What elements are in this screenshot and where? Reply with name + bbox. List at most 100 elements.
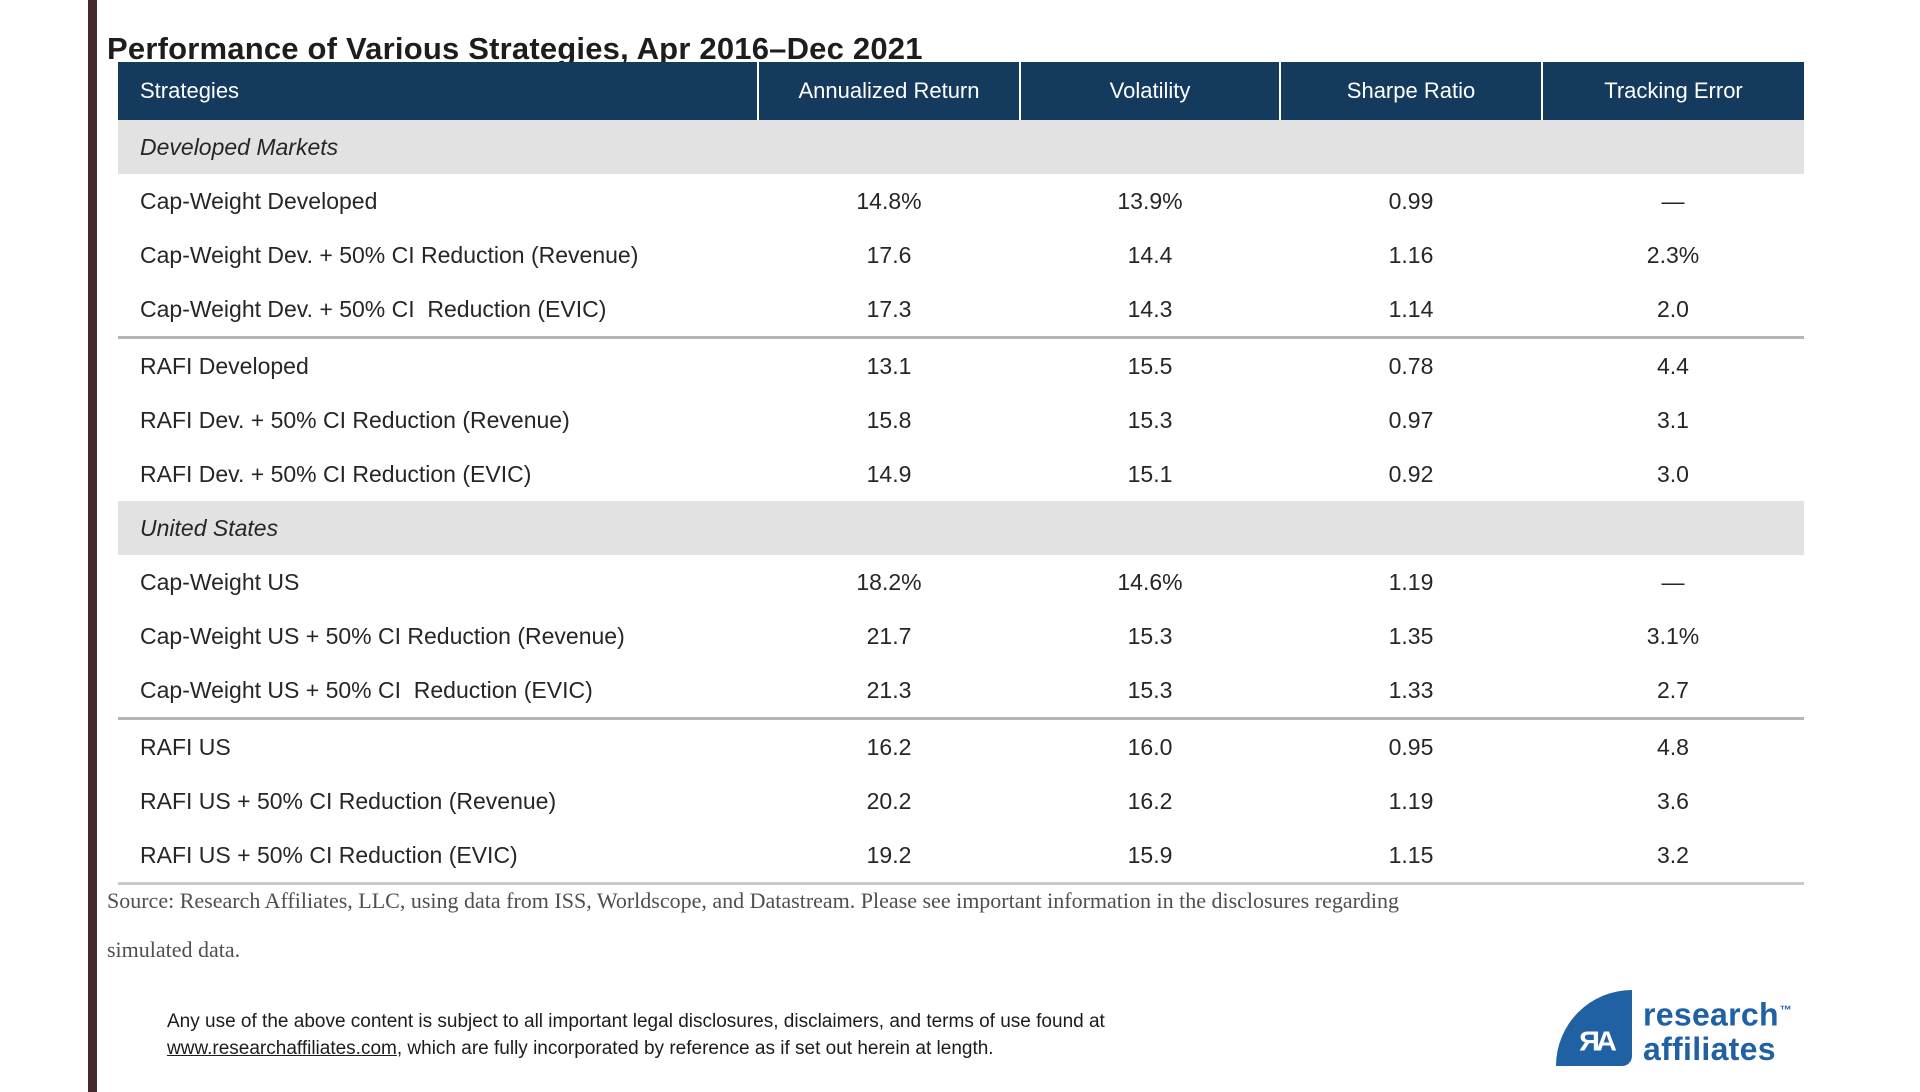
disclaimer-line2: , which are fully incorporated by refere…: [396, 1038, 994, 1059]
strategy-cell: Cap-Weight US + 50% CI Reduction (Revenu…: [140, 622, 625, 649]
page-title: Performance of Various Strategies, Apr 2…: [107, 30, 923, 66]
strategy-cell: RAFI Dev. + 50% CI Reduction (EVIC): [140, 460, 532, 487]
section-row: Developed Markets: [118, 120, 1804, 174]
annualized-return-cell: 16.2: [758, 717, 1020, 774]
sharpe-ratio-cell: 1.33: [1388, 676, 1434, 703]
tracking-error-cell: —: [1661, 568, 1685, 595]
table-row: RAFI US + 50% CI Reduction (EVIC) 19.2 15.…: [118, 828, 1804, 884]
table-row: Cap-Weight Developed 14.8% 13.9% 0.99 —: [118, 174, 1804, 228]
table-row: RAFI Dev. + 50% CI Reduction (EVIC) 14.9 1…: [118, 447, 1804, 501]
table-row: RAFI Dev. + 50% CI Reduction (Revenue) 15…: [118, 393, 1804, 447]
tracking-error-cell: 3.2: [1657, 841, 1689, 868]
tracking-error-cell: 3.0: [1657, 460, 1689, 487]
section-label: Developed Markets: [118, 120, 1804, 174]
sharpe-ratio-cell: 0.99: [1388, 187, 1434, 214]
volatility-cell: 16.2: [1127, 787, 1173, 814]
sharpe-ratio-cell: 0.78: [1280, 336, 1542, 393]
table-row: Cap-Weight Dev. + 50% CI Reduction (Reve…: [118, 228, 1804, 282]
volatility-cell: 15.5: [1020, 336, 1280, 393]
tracking-error-cell: 2.3%: [1646, 241, 1700, 268]
annualized-return-cell: 19.2: [866, 841, 912, 868]
strategy-cell: Cap-Weight Dev. + 50% CI Reduction (EVIC…: [140, 295, 607, 322]
table-row: Cap-Weight US + 50% CI Reduction (Revenu…: [118, 609, 1804, 663]
annualized-return-cell: 17.3: [866, 295, 912, 322]
volatility-cell: 15.9: [1127, 841, 1173, 868]
column-header-sharpe-ratio: Sharpe Ratio: [1279, 62, 1542, 120]
column-header-annualized-return: Annualized Return: [757, 62, 1020, 120]
table-row: RAFI US + 50% CI Reduction (Revenue) 20.2…: [118, 774, 1804, 828]
ra-monogram: ЯA: [1579, 1026, 1617, 1058]
column-header-strategies: Strategies: [118, 62, 758, 120]
annualized-return-cell: 17.6: [866, 241, 912, 268]
tracking-error-cell: 2.0: [1657, 295, 1689, 322]
volatility-cell: 13.9%: [1117, 187, 1183, 214]
left-accent-bar: [88, 0, 97, 1092]
annualized-return-cell: 14.8%: [856, 187, 922, 214]
annualized-return-cell: 20.2: [866, 787, 912, 814]
logo-wordmark: research™ affiliates: [1643, 993, 1792, 1066]
strategy-cell: RAFI US + 50% CI Reduction (EVIC): [140, 841, 518, 868]
strategy-cell: RAFI Dev. + 50% CI Reduction (Revenue): [140, 406, 570, 433]
sharpe-ratio-cell: 1.14: [1388, 295, 1434, 322]
volatility-cell: 15.3: [1127, 676, 1173, 703]
disclaimer-line1: Any use of the above content is subject …: [167, 1011, 1105, 1032]
sharpe-ratio-cell: 1.19: [1388, 568, 1434, 595]
volatility-cell: 15.3: [1127, 406, 1173, 433]
sharpe-ratio-cell: 0.92: [1388, 460, 1434, 487]
annualized-return-cell: 14.9: [866, 460, 912, 487]
volatility-cell: 15.1: [1127, 460, 1173, 487]
sharpe-ratio-cell: 1.16: [1388, 241, 1434, 268]
legal-disclaimer: Any use of the above content is subject …: [167, 1008, 1227, 1062]
source-note: Source: Research Affiliates, LLC, using …: [107, 876, 1787, 974]
strategy-cell: RAFI US + 50% CI Reduction (Revenue): [140, 787, 557, 814]
table-row: RAFI US 16.2 16.0 0.95 4.8: [118, 717, 1804, 774]
ra-logo-icon: ЯA: [1556, 990, 1632, 1066]
source-note-line2: simulated data.: [107, 937, 241, 962]
annualized-return-cell: 18.2%: [856, 568, 922, 595]
tracking-error-cell: 3.1%: [1646, 622, 1700, 649]
website-link[interactable]: www.researchaffiliates.com: [167, 1038, 397, 1059]
logo-word-affiliates: affiliates: [1643, 1030, 1776, 1067]
tracking-error-cell: 4.4: [1542, 336, 1804, 393]
sharpe-ratio-cell: 0.97: [1388, 406, 1434, 433]
research-affiliates-logo: ЯA research™ affiliates: [1556, 990, 1792, 1066]
logo-word-research: research: [1643, 996, 1779, 1033]
tracking-error-cell: 3.1: [1657, 406, 1689, 433]
tracking-error-cell: 4.8: [1542, 717, 1804, 774]
volatility-cell: 16.0: [1020, 717, 1280, 774]
tracking-error-cell: 2.7: [1657, 676, 1689, 703]
section-row: United States: [118, 501, 1804, 555]
trademark-symbol: ™: [1779, 1003, 1793, 1017]
strategy-cell: Cap-Weight Dev. + 50% CI Reduction (Reve…: [140, 241, 639, 268]
volatility-cell: 14.4: [1127, 241, 1173, 268]
annualized-return-cell: 15.8: [866, 406, 912, 433]
sharpe-ratio-cell: 1.35: [1388, 622, 1434, 649]
annualized-return-cell: 21.7: [866, 622, 912, 649]
volatility-cell: 14.3: [1127, 295, 1173, 322]
strategy-cell: RAFI Developed: [118, 336, 758, 393]
table-row: Cap-Weight US 18.2% 14.6% 1.19 —: [118, 555, 1804, 609]
table-row: Cap-Weight US + 50% CI Reduction (EVIC) 2…: [118, 663, 1804, 719]
table-row: RAFI Developed 13.1 15.5 0.78 4.4: [118, 336, 1804, 393]
column-header-volatility: Volatility: [1019, 62, 1280, 120]
tracking-error-cell: 3.6: [1657, 787, 1689, 814]
table-row: Cap-Weight Dev. + 50% CI Reduction (EVIC…: [118, 282, 1804, 338]
sharpe-ratio-cell: 0.95: [1280, 717, 1542, 774]
performance-table: Strategies Annualized Return Volatility …: [118, 62, 1804, 885]
sharpe-ratio-cell: 1.19: [1388, 787, 1434, 814]
source-note-line1: Source: Research Affiliates, LLC, using …: [107, 888, 1400, 913]
column-header-tracking-error: Tracking Error: [1541, 62, 1804, 120]
strategy-cell: RAFI US: [118, 717, 758, 774]
annualized-return-cell: 21.3: [866, 676, 912, 703]
volatility-cell: 14.6%: [1117, 568, 1183, 595]
strategy-cell: Cap-Weight US: [140, 568, 300, 595]
strategy-cell: Cap-Weight US + 50% CI Reduction (EVIC): [140, 676, 593, 703]
annualized-return-cell: 13.1: [758, 336, 1020, 393]
table-body: Developed Markets Cap-Weight Developed 14.…: [118, 120, 1804, 884]
table-header: Strategies Annualized Return Volatility …: [118, 62, 1804, 120]
tracking-error-cell: —: [1661, 187, 1685, 214]
sharpe-ratio-cell: 1.15: [1388, 841, 1434, 868]
volatility-cell: 15.3: [1127, 622, 1173, 649]
strategy-cell: Cap-Weight Developed: [140, 187, 378, 214]
section-label: United States: [118, 501, 1804, 555]
